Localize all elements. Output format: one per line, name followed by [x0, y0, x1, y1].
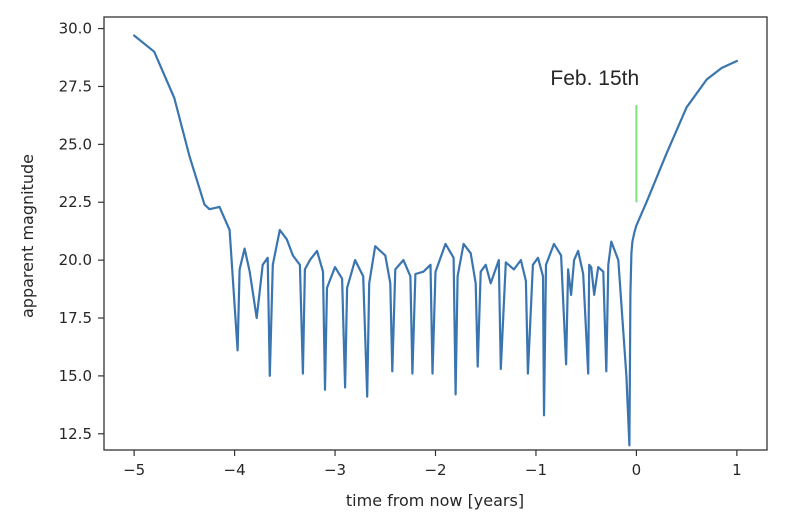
x-tick-label: −4	[224, 461, 246, 479]
y-axis-label: apparent magnitude	[18, 154, 37, 318]
x-axis-label: time from now [years]	[346, 491, 524, 510]
y-tick-label: 25.0	[59, 135, 92, 153]
y-tick-label: 30.0	[59, 20, 92, 38]
y-tick-label: 20.0	[59, 251, 92, 269]
annotation-label-0: Feb. 15th	[550, 67, 639, 90]
series-line-0	[133, 34, 739, 447]
y-tick-label: 22.5	[59, 193, 92, 211]
plot-frame	[103, 16, 768, 451]
plot-area: Feb. 15th	[133, 34, 739, 447]
x-tick-label: −2	[424, 461, 446, 479]
y-tick-label: 17.5	[59, 309, 92, 327]
x-tick-label: 1	[732, 461, 742, 479]
axes: −5 −4 −3 −2 −1 0 1 12.5 15.0 17.5 20.0 22.5 25.0 27.5…	[59, 16, 768, 479]
x-tick-label: −3	[324, 461, 346, 479]
x-tick-label: 0	[632, 461, 642, 479]
x-tick-label: −1	[525, 461, 547, 479]
x-tick-label: −5	[123, 461, 145, 479]
y-tick-label: 27.5	[59, 77, 92, 95]
y-tick-label: 12.5	[59, 425, 92, 443]
y-tick-label: 15.0	[59, 367, 92, 385]
